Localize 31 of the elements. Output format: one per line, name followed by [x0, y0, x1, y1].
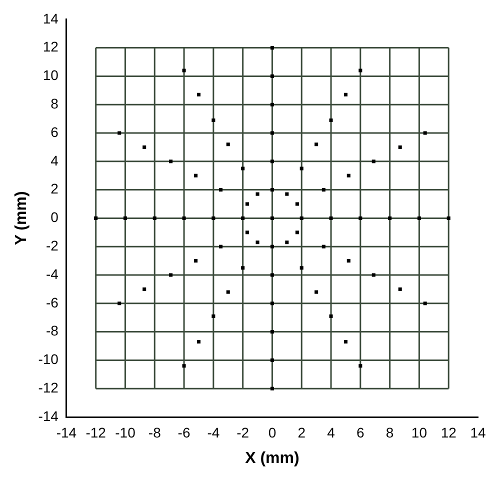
x-tick-label: 2 [298, 424, 306, 440]
x-axis-title: X (mm) [245, 450, 300, 467]
x-tick-label: -10 [115, 424, 136, 440]
y-axis-title: Y (mm) [13, 191, 30, 246]
x-tick-label: 0 [268, 424, 276, 440]
x-tick-label: -12 [86, 424, 106, 440]
x-tick-label: 6 [356, 424, 365, 440]
y-tick-label: -4 [46, 266, 59, 282]
y-tick-label: 8 [50, 95, 59, 112]
y-tick-label: 6 [50, 124, 59, 140]
y-tick-label: 4 [50, 152, 59, 168]
x-tick-label: -4 [207, 424, 220, 440]
x-tick-label: -6 [178, 424, 190, 440]
y-tick-label: -6 [46, 294, 59, 310]
x-tick-label: 12 [440, 424, 457, 440]
x-tick-label: -8 [148, 424, 162, 440]
x-tick-label: 4 [327, 424, 336, 440]
y-tick-label: 10 [42, 67, 59, 84]
y-tick-label: -10 [38, 351, 59, 368]
y-tick-label: -8 [46, 322, 59, 339]
y-tick-label: 14 [42, 10, 59, 26]
x-tick-label: 10 [411, 424, 428, 440]
x-tick-label: 14 [470, 424, 486, 440]
y-tick-label: 0 [50, 209, 59, 226]
y-tick-label: -12 [38, 379, 59, 396]
x-tick-label: 8 [386, 424, 394, 440]
y-tick-label: 12 [42, 38, 59, 55]
x-tick-label: -2 [236, 424, 250, 440]
y-tick-label: -14 [38, 408, 59, 424]
y-tick-label: -2 [46, 237, 59, 254]
y-tick-label: 2 [50, 180, 59, 197]
